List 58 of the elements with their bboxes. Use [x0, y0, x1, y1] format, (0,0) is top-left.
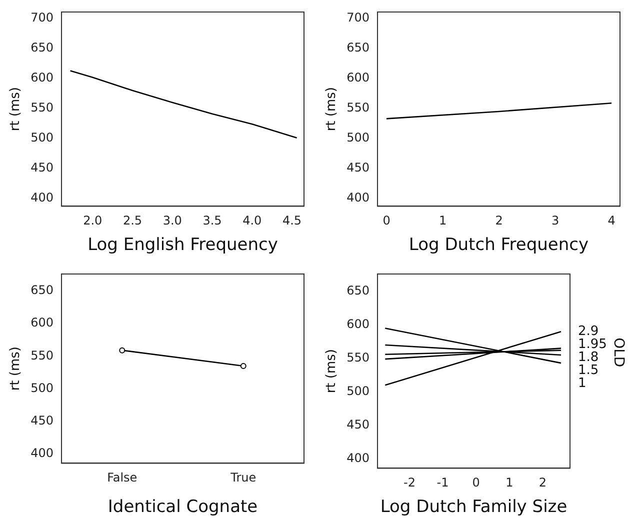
y-tick-label: 500 — [346, 384, 370, 398]
x-tick-label: -1 — [436, 476, 449, 490]
x-tick-label: 0 — [472, 476, 480, 490]
y-tick-label: 650 — [30, 283, 54, 298]
y-tick-label: 550 — [30, 348, 54, 362]
y-tick-label: 400 — [346, 450, 370, 465]
x-axis-title: Log English Frequency — [88, 235, 278, 256]
y-tick-label: 400 — [346, 190, 370, 205]
x-tick-label: 2.0 — [83, 214, 102, 228]
y-tick-label: 600 — [346, 317, 370, 332]
y-tick-label: 450 — [30, 160, 54, 175]
x-tick-label: 0 — [382, 214, 390, 228]
x-tick-label: 1 — [506, 476, 514, 490]
y-tick-label: 650 — [346, 284, 370, 298]
x-axis-title: Log Dutch Family Size — [380, 497, 568, 518]
y-tick-label: 650 — [346, 40, 370, 55]
x-tick-label: 4 — [608, 214, 616, 228]
series-label: 2.9 — [578, 324, 599, 339]
x-tick-label: 2 — [495, 214, 503, 228]
x-tick-label: 3.0 — [162, 214, 182, 228]
y-tick-label: 700 — [30, 10, 54, 25]
y-tick-label: 600 — [30, 316, 54, 330]
legend-title: OLD — [610, 338, 626, 368]
x-tick-label: 1 — [438, 214, 447, 228]
y-tick-label: 400 — [30, 190, 54, 205]
y-tick-label: 650 — [30, 40, 54, 55]
y-tick-label: 700 — [346, 10, 370, 25]
x-tick-label: 4.0 — [242, 214, 262, 228]
y-tick-label: 450 — [346, 160, 370, 175]
x-tick-label: -2 — [403, 476, 416, 490]
y-tick-label: 550 — [30, 100, 54, 115]
y-tick-label: 600 — [346, 70, 370, 85]
y-tick-label: 500 — [30, 130, 54, 145]
y-tick-label: 550 — [346, 100, 370, 115]
y-axis-title: rt (ms) — [324, 87, 340, 132]
y-axis-title: rt (ms) — [8, 87, 24, 132]
x-tick-label: 2.5 — [122, 214, 142, 228]
x-axis-title: Identical Cognate — [108, 497, 258, 518]
y-tick-label: 400 — [30, 446, 54, 460]
x-tick-label: False — [107, 470, 138, 485]
series-label: 1.8 — [578, 350, 599, 365]
x-axis-title: Log Dutch Frequency — [408, 235, 589, 256]
y-tick-label: 550 — [346, 350, 370, 364]
x-tick-label: True — [230, 470, 256, 485]
x-tick-label: 3.5 — [202, 214, 222, 228]
y-tick-label: 500 — [346, 130, 370, 145]
y-tick-label: 600 — [30, 70, 54, 85]
x-tick-label: 3 — [551, 214, 560, 228]
y-tick-label: 450 — [346, 417, 370, 432]
x-tick-label: 2 — [538, 476, 547, 490]
y-axis-title: rt (ms) — [324, 349, 340, 394]
x-tick-label: 4.5 — [282, 214, 302, 228]
y-tick-label: 450 — [30, 414, 54, 428]
series-label: 1.5 — [578, 362, 599, 378]
series-label: 1.95 — [578, 336, 607, 352]
y-tick-label: 500 — [30, 380, 54, 395]
series-label: 1 — [578, 376, 586, 391]
y-axis-title: rt (ms) — [8, 346, 24, 391]
